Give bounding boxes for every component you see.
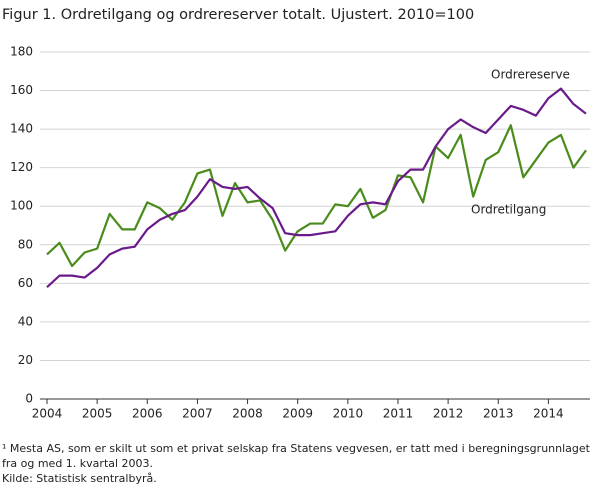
y-tick-label: 180: [10, 45, 33, 59]
y-tick-label: 140: [10, 122, 33, 136]
line: [46, 124, 587, 268]
x-tick-label: 2011: [383, 407, 414, 421]
x-tick-label: 2010: [333, 407, 364, 421]
x-tick-label: 2004: [32, 407, 63, 421]
x-tick-label: 2009: [282, 407, 313, 421]
chart-title: Figur 1. Ordretilgang og ordrereserver t…: [2, 7, 475, 23]
y-tick-label: 40: [18, 314, 33, 328]
y-tick-label: 0: [25, 392, 33, 406]
x-tick-label: 2014: [533, 407, 564, 421]
y-tick-label: 20: [18, 353, 33, 367]
y-tick-label: 100: [10, 199, 33, 213]
chart: 0 20 40 60 80 100 120 140 160 180 2004 2005 2006 2007…: [10, 45, 590, 421]
y-tick-label: 60: [18, 276, 33, 290]
series-label: Ordrereserve: [491, 68, 570, 82]
x-tick-label: 2006: [132, 407, 163, 421]
y-tick-label: 160: [10, 83, 33, 97]
x-tick-label: 2005: [82, 407, 113, 421]
footnote: ¹ Mesta AS, som er skilt ut som et priva…: [2, 442, 590, 470]
x-tick-label: 2007: [182, 407, 213, 421]
series-label: Ordretilgang: [471, 203, 546, 217]
line: [46, 87, 587, 288]
source: Kilde: Statistisk sentralbyrå.: [2, 472, 157, 485]
x-tick-label: 2013: [483, 407, 514, 421]
notes: ¹ Mesta AS, som er skilt ut som et priva…: [2, 441, 608, 486]
x-tick-label: 2008: [232, 407, 263, 421]
y-tick-label: 120: [10, 160, 33, 174]
y-tick-label: 80: [18, 237, 33, 251]
x-tick-label: 2012: [433, 407, 464, 421]
